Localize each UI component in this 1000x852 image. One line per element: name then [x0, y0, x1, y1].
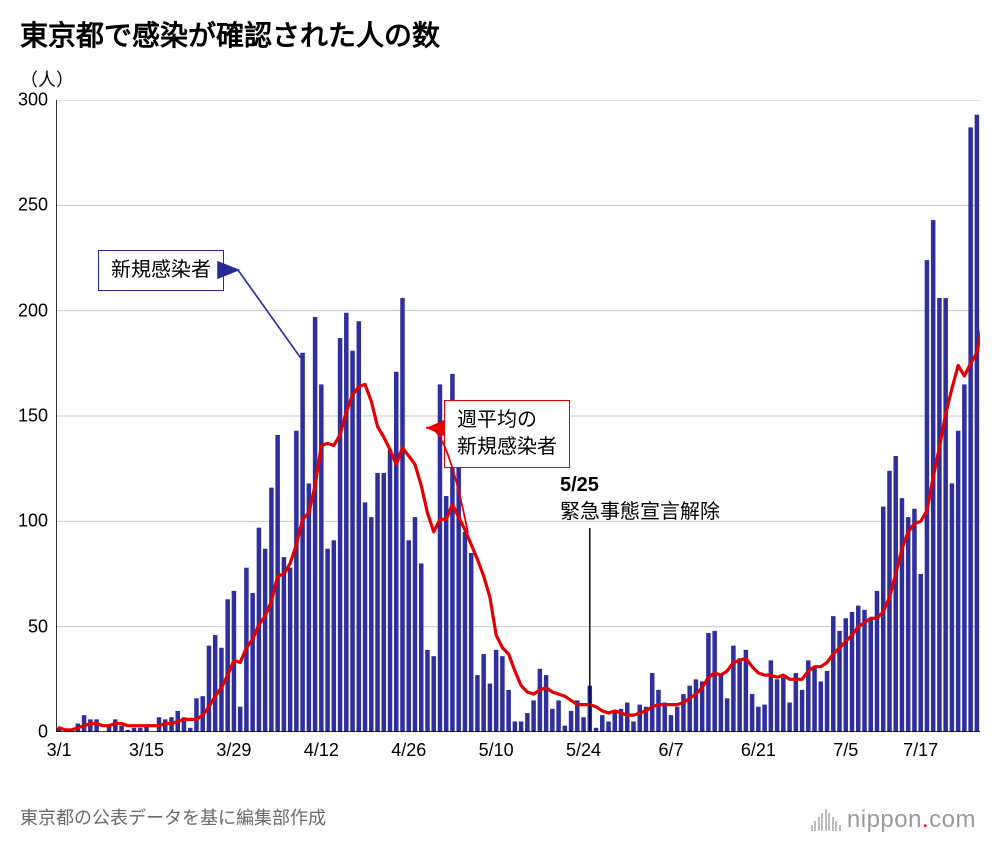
logo-bars-icon: [811, 809, 841, 831]
y-tick-label: 250: [18, 195, 48, 216]
logo-text: nippon: [847, 806, 922, 833]
x-tick-label: 5/10: [479, 740, 514, 761]
logo-suffix: com: [929, 806, 976, 833]
annotation-leader-line: [56, 100, 980, 732]
x-tick-label: 3/15: [129, 740, 164, 761]
x-tick-label: 3/1: [47, 740, 72, 761]
x-tick-label: 3/29: [216, 740, 251, 761]
y-tick-label: 300: [18, 90, 48, 111]
footer-credit: 東京都の公表データを基に編集部作成: [20, 804, 326, 830]
x-tick-label: 4/26: [391, 740, 426, 761]
x-tick-label: 5/24: [566, 740, 601, 761]
chart-area: 050100150200250300 3/13/153/294/124/265/…: [56, 100, 980, 732]
chart-title: 東京都で感染が確認された人の数: [20, 14, 440, 54]
y-tick-label: 150: [18, 406, 48, 427]
x-tick-label: 6/7: [658, 740, 683, 761]
x-tick-label: 6/21: [741, 740, 776, 761]
y-axis-unit: （人）: [20, 66, 74, 92]
y-tick-label: 200: [18, 300, 48, 321]
site-logo: nippon.com: [811, 806, 976, 834]
y-tick-label: 50: [28, 616, 48, 637]
x-tick-label: 7/5: [833, 740, 858, 761]
x-tick-label: 7/17: [903, 740, 938, 761]
y-tick-label: 100: [18, 511, 48, 532]
x-tick-label: 4/12: [304, 740, 339, 761]
